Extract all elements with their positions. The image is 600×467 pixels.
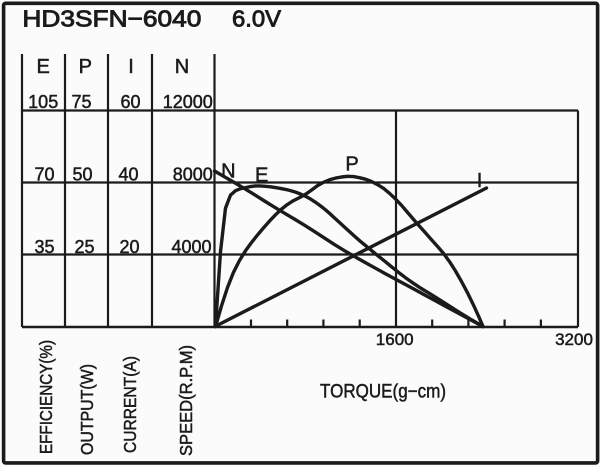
svg-text:35: 35 bbox=[34, 237, 54, 257]
svg-text:I: I bbox=[477, 170, 483, 192]
svg-text:OUTPUT(W): OUTPUT(W) bbox=[77, 364, 97, 455]
svg-text:105: 105 bbox=[28, 92, 58, 112]
svg-text:CURRENT(A): CURRENT(A) bbox=[120, 356, 140, 453]
svg-text:40: 40 bbox=[118, 165, 138, 185]
svg-text:E: E bbox=[37, 56, 50, 78]
svg-text:20: 20 bbox=[119, 237, 139, 257]
svg-text:SPEED(R.P.M): SPEED(R.P.M) bbox=[176, 345, 196, 456]
svg-text:P: P bbox=[79, 56, 92, 78]
svg-text:8000: 8000 bbox=[173, 165, 213, 185]
svg-text:N: N bbox=[175, 56, 189, 78]
svg-text:70: 70 bbox=[34, 165, 54, 185]
svg-text:EFFICIENCY(%): EFFICIENCY(%) bbox=[36, 340, 56, 454]
svg-text:N: N bbox=[221, 161, 235, 183]
svg-text:HD3SFN−6040: HD3SFN−6040 bbox=[22, 6, 201, 32]
svg-text:6.0V: 6.0V bbox=[232, 6, 281, 32]
svg-text:4000: 4000 bbox=[171, 237, 211, 257]
svg-text:60: 60 bbox=[120, 92, 140, 112]
svg-text:3200: 3200 bbox=[555, 330, 593, 349]
svg-text:75: 75 bbox=[71, 92, 91, 112]
svg-text:E: E bbox=[255, 165, 268, 187]
svg-text:50: 50 bbox=[72, 165, 92, 185]
svg-text:25: 25 bbox=[74, 237, 94, 257]
svg-text:12000: 12000 bbox=[163, 92, 213, 112]
svg-text:I: I bbox=[128, 56, 134, 78]
svg-text:P: P bbox=[345, 154, 358, 176]
svg-text:1600: 1600 bbox=[376, 330, 414, 349]
svg-text:TORQUE(g−cm): TORQUE(g−cm) bbox=[320, 382, 446, 403]
